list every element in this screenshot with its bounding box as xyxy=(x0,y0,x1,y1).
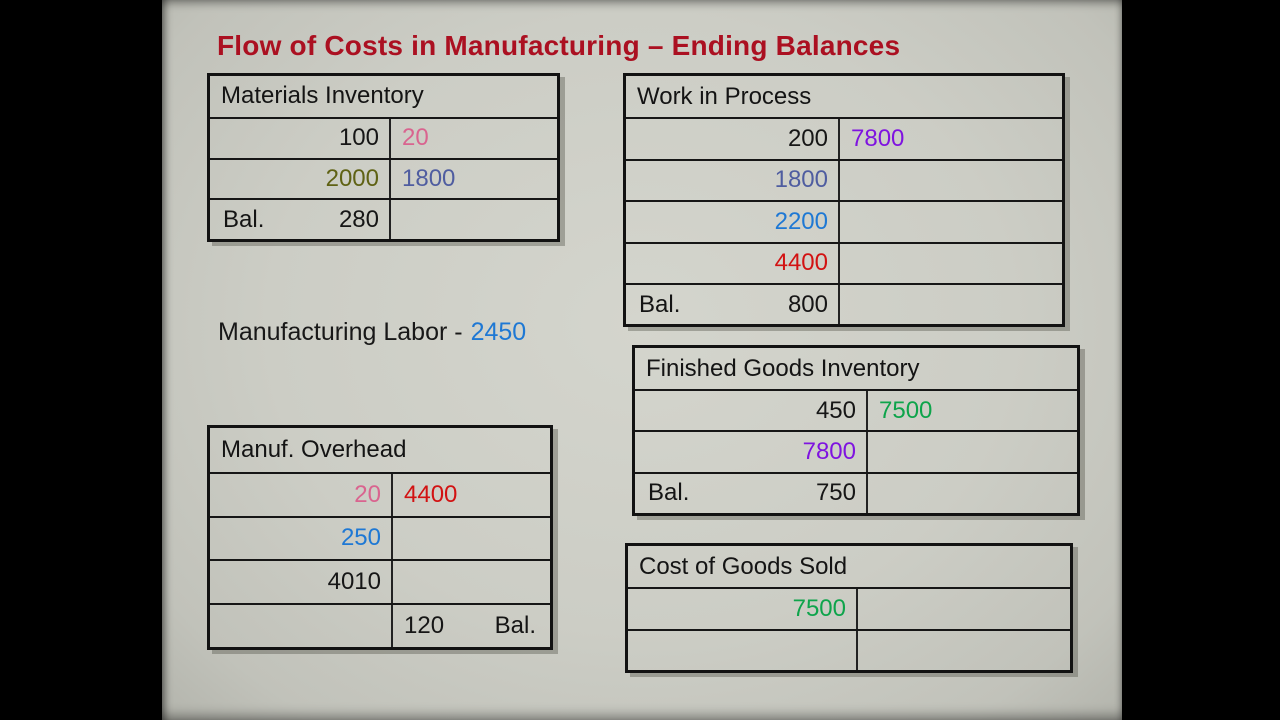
credit-cell xyxy=(393,518,550,560)
bal-label: Bal. xyxy=(639,290,681,318)
debit-amount: 2000 xyxy=(325,164,379,192)
credit-cell xyxy=(868,474,1077,513)
debit-amount: 200 xyxy=(787,125,828,153)
debit-cell: 7800 xyxy=(635,432,868,472)
account-row: 7500 xyxy=(628,587,1070,629)
account-row: 100 20 xyxy=(210,116,557,158)
account-materials-inventory: Materials Inventory 100 20 2000 1800 Bal. 280 xyxy=(207,73,560,243)
account-row: Bal. 280 xyxy=(210,198,557,240)
debit-cell xyxy=(628,630,858,671)
bal-label: Bal. xyxy=(648,479,690,507)
credit-cell: 1800 xyxy=(391,160,557,199)
credit-amount: 7500 xyxy=(879,396,933,424)
debit-amount: 450 xyxy=(815,396,856,424)
manufacturing-labor-label: Manufacturing Labor - xyxy=(218,318,463,346)
account-row: 250 xyxy=(210,515,550,560)
credit-cell xyxy=(858,589,1070,628)
credit-cell xyxy=(840,244,1062,283)
debit-amount: 4010 xyxy=(327,568,381,596)
debit-amount: 7500 xyxy=(792,595,846,623)
page-title: Flow of Costs in Manufacturing – Ending … xyxy=(217,30,901,61)
account-manuf-overhead: Manuf. Overhead 20 4400 250 4010 120 Bal. xyxy=(207,425,553,650)
account-finished-goods-inventory: Finished Goods Inventory 450 7500 7800 Bal. 7… xyxy=(632,345,1080,516)
debit-amount: 750 xyxy=(815,479,856,507)
bal-label: Bal. xyxy=(494,612,536,640)
credit-amount: 20 xyxy=(402,124,429,152)
debit-cell: 200 xyxy=(626,119,840,159)
debit-amount: 280 xyxy=(338,205,379,233)
account-row: 120 Bal. xyxy=(210,603,550,647)
debit-cell: 1800 xyxy=(626,160,840,201)
account-row: 2200 xyxy=(626,200,1062,242)
credit-amount: 4400 xyxy=(404,480,458,508)
manufacturing-labor-line: Manufacturing Labor -2450 xyxy=(218,318,526,347)
credit-cell xyxy=(840,202,1062,241)
debit-cell: Bal. 750 xyxy=(635,473,868,513)
debit-amount: 1800 xyxy=(774,166,828,194)
credit-amount: 7800 xyxy=(851,125,905,153)
debit-amount: 2200 xyxy=(774,207,828,235)
credit-cell xyxy=(868,432,1077,471)
debit-cell xyxy=(210,605,393,647)
account-row: Bal. 750 xyxy=(635,471,1077,513)
credit-cell: 20 xyxy=(391,119,557,158)
credit-cell xyxy=(840,285,1062,324)
account-row: 450 7500 xyxy=(635,389,1077,431)
account-cost-of-goods-sold: Cost of Goods Sold 7500 xyxy=(625,543,1073,674)
credit-cell xyxy=(391,200,557,239)
account-title: Work in Process xyxy=(637,82,812,110)
debit-amount: 800 xyxy=(787,290,828,318)
debit-cell: 7500 xyxy=(628,589,858,629)
account-title: Finished Goods Inventory xyxy=(646,354,920,382)
slide: Flow of Costs in Manufacturing – Ending … xyxy=(162,0,1122,720)
debit-cell: 100 xyxy=(210,118,391,158)
credit-cell xyxy=(840,161,1062,200)
debit-amount: 4400 xyxy=(774,249,828,277)
account-row: 20 4400 xyxy=(210,471,550,516)
account-title: Manuf. Overhead xyxy=(221,435,407,463)
credit-cell xyxy=(858,631,1070,670)
debit-cell: 4400 xyxy=(626,243,840,283)
account-row: 4010 xyxy=(210,559,550,604)
credit-cell: 7500 xyxy=(868,391,1077,430)
debit-cell: 250 xyxy=(210,517,393,560)
credit-cell: 120 Bal. xyxy=(393,605,550,647)
credit-cell: 4400 xyxy=(393,474,550,516)
account-row: 7800 xyxy=(635,430,1077,472)
debit-amount: 20 xyxy=(354,480,381,508)
debit-cell: 4010 xyxy=(210,561,393,604)
debit-cell: Bal. 280 xyxy=(210,200,391,240)
account-row xyxy=(628,628,1070,671)
account-title: Materials Inventory xyxy=(221,82,424,110)
account-work-in-process: Work in Process 200 7800 1800 2200 4400 Bal. 80… xyxy=(623,73,1065,328)
credit-amount: 120 xyxy=(404,612,445,640)
credit-cell: 7800 xyxy=(840,119,1062,158)
debit-cell: 2200 xyxy=(626,202,840,242)
account-row: 200 7800 xyxy=(626,117,1062,159)
bal-label: Bal. xyxy=(223,205,265,233)
account-row: Bal. 800 xyxy=(626,282,1062,325)
debit-cell: 20 xyxy=(210,473,393,516)
debit-amount: 250 xyxy=(340,524,381,552)
debit-amount: 100 xyxy=(338,124,379,152)
account-title: Cost of Goods Sold xyxy=(639,552,848,580)
credit-cell xyxy=(393,561,550,603)
debit-cell: Bal. 800 xyxy=(626,284,840,325)
account-row: 4400 xyxy=(626,241,1062,283)
account-row: 2000 1800 xyxy=(210,157,557,199)
credit-amount: 1800 xyxy=(402,164,456,192)
account-row: 1800 xyxy=(626,158,1062,201)
manufacturing-labor-value: 2450 xyxy=(470,318,527,346)
debit-cell: 2000 xyxy=(210,159,391,199)
debit-cell: 450 xyxy=(635,391,868,431)
debit-amount: 7800 xyxy=(802,437,856,465)
